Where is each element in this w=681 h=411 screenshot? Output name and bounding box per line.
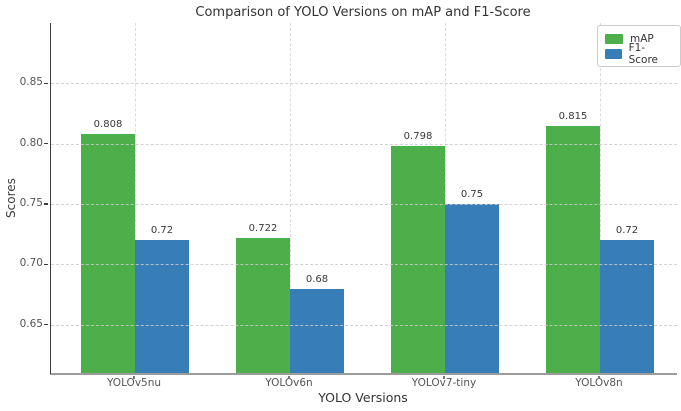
bar-value-label: 0.68 (305, 273, 329, 285)
x-axis-label: YOLO Versions (318, 390, 408, 405)
x-tick-label: YOLOv8n (575, 377, 623, 389)
bar-f1-score-yolov5nu (135, 240, 189, 373)
horizontal-gridline (51, 204, 677, 206)
bar-value-label: 0.798 (403, 131, 433, 143)
x-tick-label: YOLOv6n (265, 377, 313, 389)
horizontal-gridline (51, 264, 677, 266)
y-tick-mark (44, 203, 49, 205)
legend-label-map: mAP (630, 32, 654, 45)
legend-label-f1score: F1-Score (628, 41, 659, 66)
chart-title: Comparison of YOLO Versions on mAP and F… (195, 5, 531, 20)
x-tick-mark (598, 375, 600, 380)
legend-item-f1score: F1-Score (605, 42, 671, 66)
bar-value-label: 0.815 (558, 110, 588, 122)
x-tick-mark (443, 375, 445, 380)
vertical-gridline (135, 23, 136, 373)
y-tick-mark (44, 263, 49, 266)
bar-f1-score-yolov7-tiny (445, 204, 499, 373)
vertical-gridline (445, 23, 446, 373)
bar-value-label: 0.808 (93, 119, 123, 131)
bar-value-label: 0.75 (460, 189, 484, 201)
y-tick-mark (44, 324, 49, 326)
x-tick-mark (133, 375, 135, 380)
y-tick-mark (44, 82, 49, 85)
legend-swatch-map-icon (605, 33, 623, 44)
y-tick-label: 0.70 (19, 257, 43, 270)
y-tick-label: 0.65 (19, 317, 43, 330)
bar-value-label: 0.72 (150, 225, 174, 237)
y-tick-label: 0.85 (19, 76, 43, 89)
y-tick-label: 0.75 (19, 197, 43, 210)
y-tick-label: 0.80 (19, 136, 43, 149)
bar-map-yolov5nu (81, 134, 135, 373)
x-tick-label: YOLOv5nu (106, 377, 162, 389)
x-tick-mark (288, 375, 290, 380)
bar-map-yolov8n (546, 125, 600, 373)
horizontal-gridline (51, 143, 677, 145)
bar-map-yolov7-tiny (391, 146, 445, 373)
horizontal-gridline (51, 83, 677, 85)
vertical-gridline (290, 23, 291, 373)
bar-value-label: 0.722 (248, 222, 278, 234)
horizontal-gridline (51, 324, 677, 326)
bar-f1-score-yolov8n (600, 240, 654, 373)
y-tick-mark (44, 142, 49, 145)
bar-map-yolov6n (236, 237, 290, 373)
x-tick-label: YOLOv7-tiny (411, 377, 477, 389)
vertical-gridline (600, 23, 601, 373)
bar-value-label: 0.72 (615, 225, 639, 237)
plot-area: 0.808 0.72 0.722 0.68 0.798 0.75 0.815 0.72 (50, 23, 677, 375)
legend: mAP F1-Score (597, 25, 681, 67)
bar-f1-score-yolov6n (290, 288, 344, 373)
legend-swatch-f1score-icon (605, 48, 622, 59)
legend-item-map: mAP (605, 31, 671, 46)
